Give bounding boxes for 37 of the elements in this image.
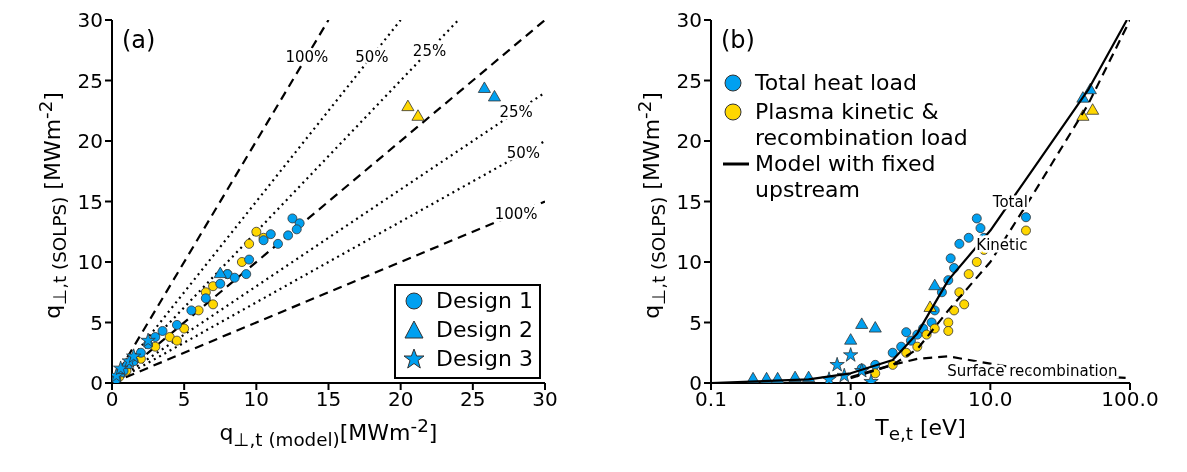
x-tick-label: 30 [532,387,558,412]
y-tick-label: 20 [77,129,103,154]
y-tick-label: 10 [77,250,103,275]
legend-label: Plasma kinetic & recombination load [755,99,969,151]
y-tick-label: 25 [676,68,702,93]
chart-title: (a) [122,26,156,54]
x-tick-label: 10.0 [968,387,1013,412]
y-tick-label: 0 [90,371,103,396]
y-tick-label: 10 [676,250,702,275]
x-tick-label: 15 [315,387,342,412]
annotation: 50% [355,47,389,66]
y-tick-label: 30 [77,8,103,33]
x-tick-label: 25 [460,387,486,412]
legend-label: Total heat load [755,70,917,96]
y-tick-label: 20 [676,129,702,154]
annotation: 25% [499,103,533,122]
y-tick-label: 5 [90,310,103,335]
legend-label: Design 3 [436,346,533,372]
legend-label: Model with fixed upstream [755,151,937,203]
y-tick-label: 30 [676,8,702,33]
legend-label: Design 1 [436,288,533,314]
y-tick-label: 15 [676,189,702,214]
x-axis-title: q$_{⊥,t (model)}$[MWm$^{-2}$] [218,415,439,450]
annotation: 50% [506,144,541,163]
annotation: 100% [494,204,538,223]
x-tick-label: 10 [243,387,270,412]
y-tick-label: 25 [77,68,103,93]
legend-label: Design 2 [436,317,533,343]
annotation: 25% [412,41,447,60]
x-tick-label: 1.0 [834,387,867,412]
x-tick-label: 100.0 [1101,387,1159,412]
x-tick-label: 5 [177,387,191,412]
chart-title: (b) [721,26,755,54]
y-tick-label: 5 [689,310,702,335]
y-tick-label: 15 [77,189,103,214]
x-tick-label: 20 [387,387,414,412]
x-axis-title: T$_{e,t}$ [eV] [874,415,967,445]
